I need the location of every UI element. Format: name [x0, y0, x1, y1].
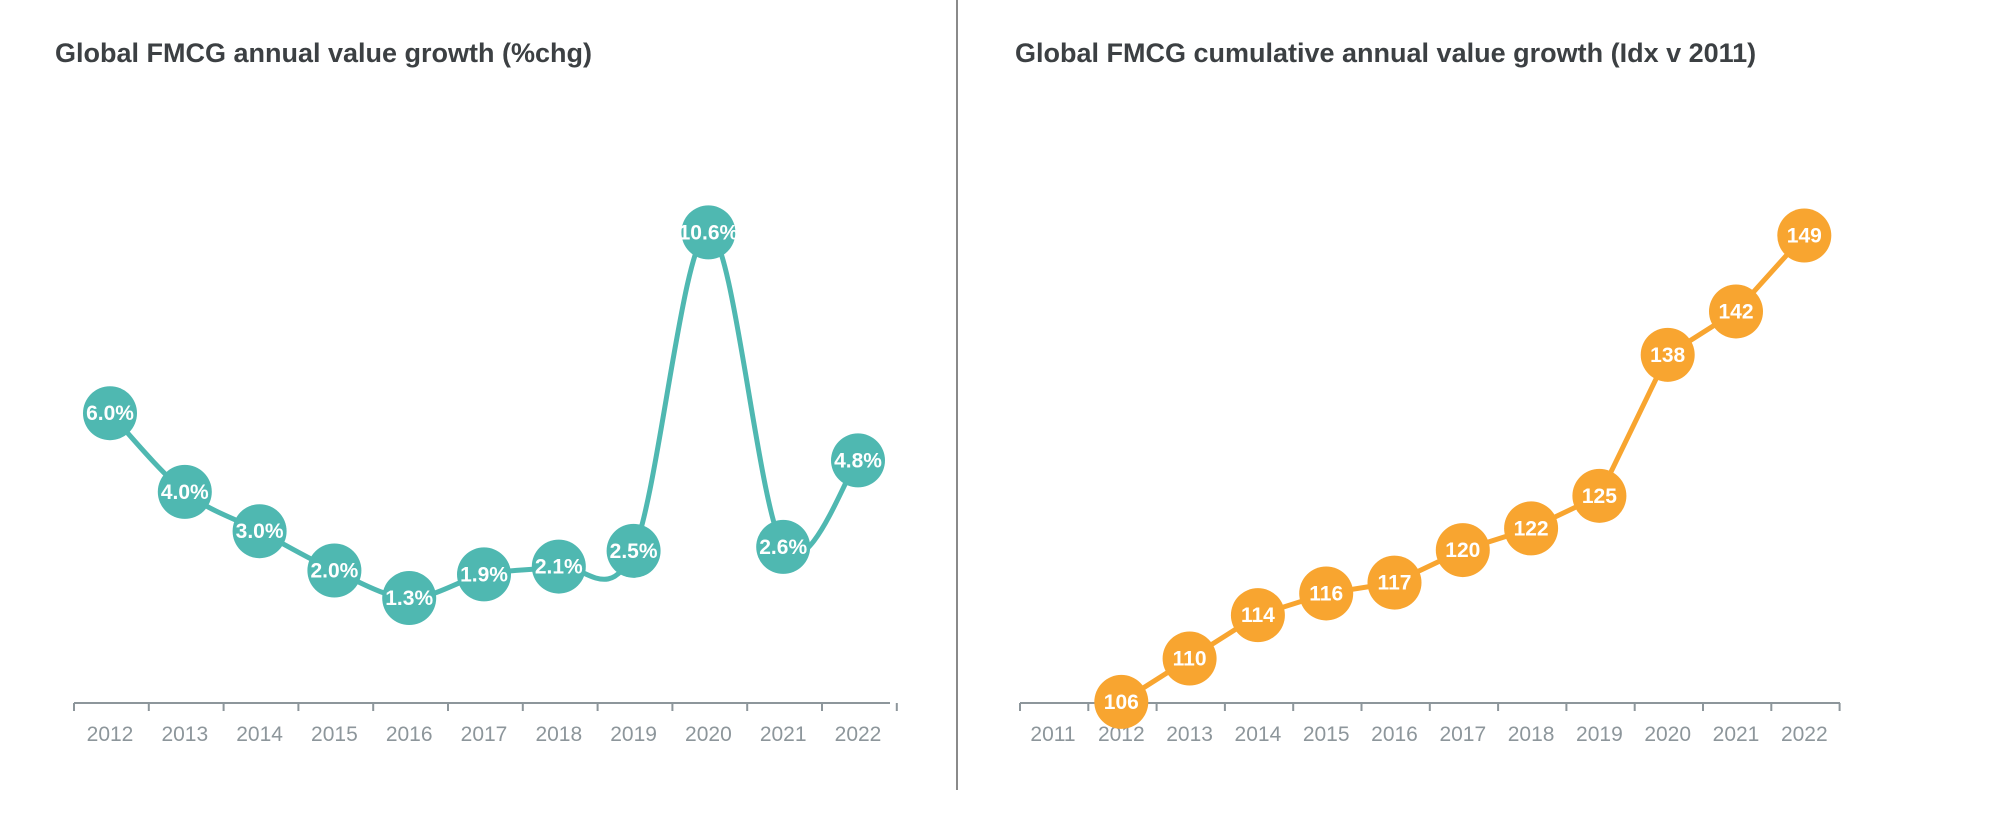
data-point: 110 [1162, 631, 1217, 686]
x-tick-label: 2021 [760, 723, 807, 746]
data-point: 106 [1094, 674, 1149, 729]
data-point-marker [1094, 674, 1149, 729]
data-label: 110 [1173, 648, 1207, 671]
data-label: 125 [1582, 485, 1617, 508]
data-point-marker [606, 523, 661, 578]
x-tick-label: 2019 [1576, 723, 1623, 746]
x-tick-label: 2019 [610, 723, 657, 746]
data-point: 116 [1299, 566, 1354, 621]
data-point-marker [1230, 588, 1285, 643]
data-label: 3.0% [236, 520, 284, 543]
data-label: 1.9% [460, 563, 508, 586]
x-tick-label: 2017 [1439, 723, 1486, 746]
data-point: 138 [1640, 327, 1695, 382]
data-label: 106 [1104, 691, 1139, 714]
data-label: 117 [1378, 572, 1412, 595]
series-line [1116, 233, 1807, 703]
x-tick-label: 2015 [1303, 723, 1350, 746]
data-point: 4.8% [831, 433, 885, 488]
data-point: 10.6% [679, 205, 739, 260]
data-label: 149 [1787, 225, 1822, 248]
data-point-marker [307, 543, 362, 598]
data-point-marker [83, 386, 137, 441]
data-point-marker [1640, 327, 1695, 382]
x-tick-label: 2016 [1371, 723, 1418, 746]
data-point: 3.0% [232, 504, 287, 559]
data-point-marker [382, 571, 437, 626]
x-tick-label: 2020 [1644, 723, 1691, 746]
data-point-marker [756, 519, 811, 574]
data-point-marker [1435, 523, 1490, 578]
data-point-marker [1709, 284, 1763, 339]
data-label: 138 [1650, 344, 1685, 367]
data-point-marker [1572, 468, 1627, 523]
data-point-marker [681, 205, 736, 260]
x-tick-label: 2015 [311, 723, 358, 746]
data-label: 2.6% [759, 536, 807, 559]
data-label: 2.5% [610, 540, 658, 563]
right-chart-title: Global FMCG cumulative annual value grow… [1015, 38, 1757, 68]
data-point: 4.0% [157, 464, 212, 519]
data-point-marker [1367, 555, 1422, 610]
data-point-marker [232, 504, 287, 559]
data-point-marker [1777, 208, 1832, 263]
data-point: 2.6% [756, 519, 811, 574]
data-label: 4.0% [161, 481, 209, 504]
data-label: 4.8% [834, 449, 882, 472]
data-point: 142 [1709, 284, 1763, 339]
left-chart-title: Global FMCG annual value growth (%chg) [55, 38, 593, 68]
data-label: 10.6% [679, 221, 739, 244]
data-point: 117 [1367, 555, 1422, 610]
data-point-marker [457, 547, 511, 602]
data-point: 1.3% [382, 571, 437, 626]
x-tick-label: 2014 [236, 723, 283, 746]
data-label: 142 [1718, 300, 1753, 323]
x-tick-label: 2012 [87, 723, 134, 746]
data-point: 2.1% [531, 539, 586, 594]
data-label: 2.0% [310, 560, 358, 583]
data-point: 2.5% [606, 523, 661, 578]
x-tick-label: 2021 [1713, 723, 1760, 746]
x-tick-label: 2012 [1098, 723, 1145, 746]
x-tick-label: 2022 [835, 723, 882, 746]
x-tick-label: 2017 [461, 723, 508, 746]
data-point-marker [1504, 501, 1559, 556]
data-label: 120 [1445, 539, 1480, 562]
data-point-marker [157, 464, 212, 519]
data-label: 6.0% [86, 402, 134, 425]
data-label: 1.3% [385, 587, 433, 610]
data-point: 122 [1504, 501, 1559, 556]
data-point: 120 [1435, 523, 1490, 578]
x-tick-label: 2014 [1235, 723, 1282, 746]
x-tick-label: 2022 [1781, 723, 1828, 746]
data-label: 122 [1514, 517, 1549, 540]
data-point: 2.0% [307, 543, 362, 598]
data-point-marker [831, 433, 885, 488]
x-tick-label: 2013 [1166, 723, 1213, 746]
x-tick-label: 2018 [535, 723, 582, 746]
x-tick-label: 2018 [1508, 723, 1555, 746]
data-point: 149 [1777, 208, 1832, 263]
data-point: 114 [1230, 588, 1285, 643]
data-point-marker [531, 539, 586, 594]
x-tick-label: 2020 [685, 723, 732, 746]
x-tick-label: 2016 [386, 723, 433, 746]
x-tick-label: 2013 [161, 723, 208, 746]
data-point-marker [1162, 631, 1217, 686]
data-label: 114 [1241, 604, 1275, 627]
data-point: 1.9% [457, 547, 511, 602]
data-point-marker [1299, 566, 1354, 621]
data-point: 125 [1572, 468, 1627, 523]
x-tick-label: 2011 [1030, 723, 1075, 746]
data-label: 116 [1309, 582, 1343, 605]
annual-growth-line-chart: 2012 2013 2014 2015 2016 2017 2018 2019 2020 2021… [73, 205, 898, 746]
data-label: 2.1% [535, 556, 583, 579]
data-point: 6.0% [83, 386, 137, 441]
chart-divider [956, 0, 958, 790]
